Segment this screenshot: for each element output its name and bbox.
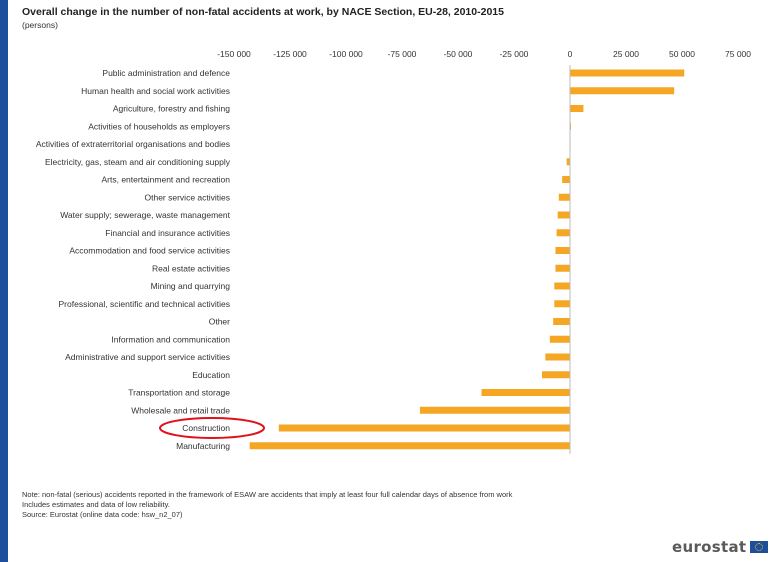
x-tick-label: -150 000 <box>217 49 251 59</box>
x-tick-label: 50 000 <box>669 49 695 59</box>
highlight-ellipse <box>159 417 265 439</box>
category-label: Public administration and defence <box>102 68 230 78</box>
category-label: Administrative and support service activ… <box>65 352 230 362</box>
category-label: Manufacturing <box>176 441 230 451</box>
eu-flag-icon <box>750 541 769 553</box>
x-tick-label: -50 000 <box>444 49 473 59</box>
category-label: Construction <box>182 423 230 433</box>
bar <box>562 176 570 183</box>
x-tick-label: 75 000 <box>725 49 751 59</box>
bar <box>542 371 570 379</box>
category-label: Electricity, gas, steam and air conditio… <box>45 157 231 167</box>
logo-text: eurostat <box>672 538 747 556</box>
bar <box>570 69 685 77</box>
bar <box>555 264 570 272</box>
category-label: Agriculture, forestry and fishing <box>113 104 230 114</box>
category-label: Financial and insurance activities <box>105 228 230 238</box>
x-tick-label: 0 <box>568 49 573 59</box>
category-label: Information and communication <box>111 334 230 344</box>
eurostat-logo: eurostat <box>672 538 769 556</box>
x-tick-label: -125 000 <box>273 49 307 59</box>
x-tick-label: -25 000 <box>500 49 529 59</box>
category-label: Activities of households as employers <box>88 121 230 131</box>
category-label: Other service activities <box>145 192 231 202</box>
bar <box>554 300 570 308</box>
bar <box>557 211 570 219</box>
category-label: Other <box>209 317 230 327</box>
category-label: Activities of extraterritorial organisat… <box>36 139 230 149</box>
chart-panel: Overall change in the number of non-fata… <box>8 0 780 562</box>
note-line: Includes estimates and data of low relia… <box>22 500 170 509</box>
bar <box>570 105 584 112</box>
footnote: Note: non-fatal (serious) accidents repo… <box>22 490 672 520</box>
bar <box>555 247 570 254</box>
category-label: Transportation and storage <box>128 388 230 398</box>
x-axis: -150 000 -125 000 -100 000 -75 000 -50 000 -2… <box>217 49 751 59</box>
note-line: Note: non-fatal (serious) accidents repo… <box>22 490 513 499</box>
chart-title: Overall change in the number of non-fata… <box>22 6 504 18</box>
bar <box>566 158 570 166</box>
bar <box>556 229 570 237</box>
category-axis: Public administration and defence Human h… <box>36 68 231 451</box>
category-label: Wholesale and retail trade <box>131 405 230 415</box>
bar-series <box>249 69 685 450</box>
source-line: Source: Eurostat (online data code: hsw_… <box>22 510 183 519</box>
category-label: Arts, entertainment and recreation <box>101 175 230 185</box>
unit-label: (persons) <box>22 20 58 30</box>
bar <box>545 353 570 361</box>
bar <box>249 442 570 450</box>
x-tick-label: -100 000 <box>329 49 363 59</box>
x-tick-label: 25 000 <box>613 49 639 59</box>
x-tick-label: -75 000 <box>388 49 417 59</box>
bar <box>419 406 570 414</box>
category-label: Water supply; sewerage, waste management <box>60 210 230 220</box>
bar <box>549 335 570 343</box>
bar <box>570 87 675 95</box>
bar <box>554 282 570 290</box>
bar <box>558 193 570 201</box>
category-label: Education <box>192 370 230 380</box>
category-label: Accommodation and food service activitie… <box>69 246 230 256</box>
category-label: Mining and quarrying <box>151 281 231 291</box>
bar-chart: -150 000 -125 000 -100 000 -75 000 -50 000 -2… <box>36 49 751 454</box>
bar <box>481 389 570 396</box>
category-label: Professional, scientific and technical a… <box>59 299 231 309</box>
bar <box>553 318 570 325</box>
bar <box>278 424 570 432</box>
category-label: Real estate activities <box>152 263 230 273</box>
category-label: Human health and social work activities <box>81 86 230 96</box>
